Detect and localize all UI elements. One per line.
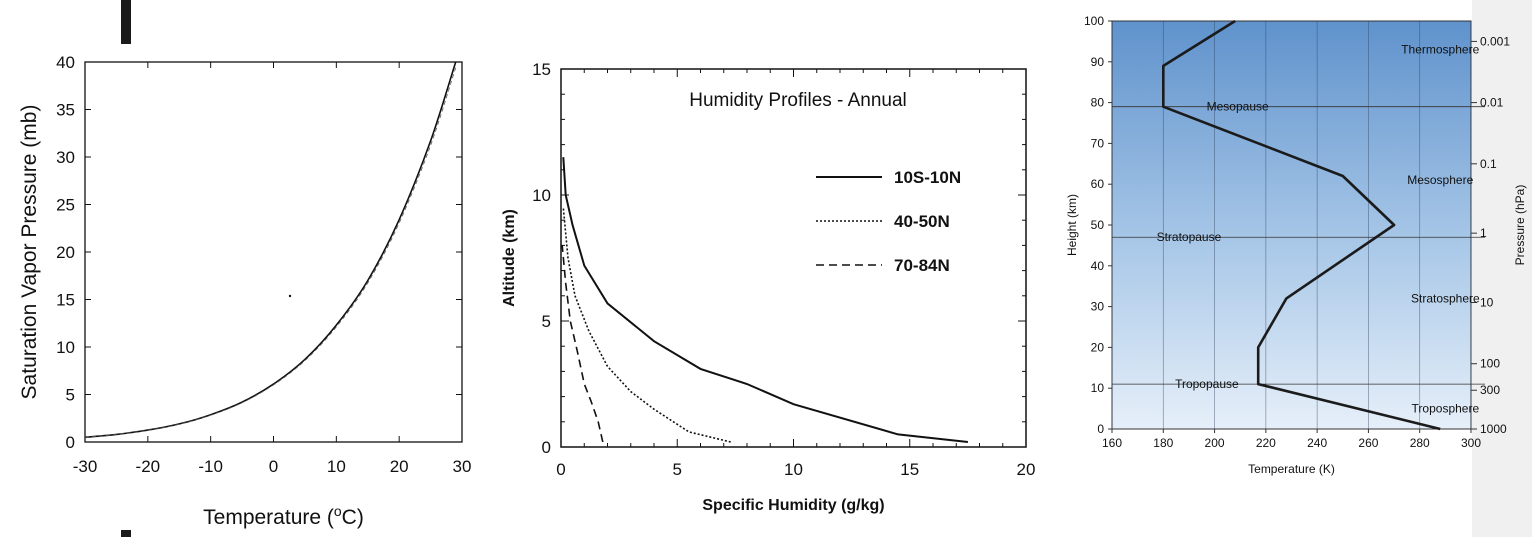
- pressure-tick-label: 0.1: [1480, 157, 1497, 171]
- x-axis-label: Temperature (K): [1248, 462, 1335, 476]
- x-tick-label: 10: [784, 460, 803, 479]
- pause-label-mesopause: Mesopause: [1207, 100, 1269, 114]
- y-axis-label-right: Pressure (hPa): [1513, 185, 1527, 266]
- y-tick-label: 15: [56, 291, 75, 310]
- x-tick-label: 200: [1205, 436, 1225, 450]
- y-tick-label: 20: [56, 243, 75, 262]
- x-tick-label: 15: [900, 460, 919, 479]
- legend-label-10S-10N: 10S-10N: [894, 168, 961, 187]
- y-tick-label: 70: [1091, 136, 1105, 150]
- y-tick-label: 5: [66, 386, 75, 405]
- temperature-profile-line: [1162, 19, 1441, 431]
- y-tick-label: 35: [56, 101, 75, 120]
- y-tick-label: 15: [532, 60, 551, 79]
- humidity-profiles-chart: 0 5 10 15 20 0 5 10 15 Humidity Profiles - Annual…: [501, 60, 1036, 514]
- x-tick-label: 0: [556, 460, 565, 479]
- x-tick-label: 5: [673, 460, 682, 479]
- y-tick-label: 30: [56, 148, 75, 167]
- y-tick-label: 100: [1084, 14, 1104, 28]
- x-tick-label: 10: [327, 457, 346, 476]
- y-tick-label: 40: [56, 53, 75, 72]
- x-tick-label: 0: [269, 457, 278, 476]
- x-tick-label: 20: [1017, 460, 1036, 479]
- y-tick-label: 10: [1091, 381, 1105, 395]
- x-tick-label: 300: [1461, 436, 1481, 450]
- y-tick-label: 20: [1091, 340, 1105, 354]
- y-tick-label: 90: [1091, 55, 1105, 69]
- y-tick-label: 80: [1091, 96, 1105, 110]
- pause-label-tropopause: Tropopause: [1175, 377, 1239, 391]
- y-tick-label: 5: [542, 312, 551, 331]
- x-tick-label: 240: [1307, 436, 1327, 450]
- y-tick-label: 40: [1091, 259, 1105, 273]
- pressure-tick-label: 300: [1480, 383, 1500, 397]
- y-tick-label: 10: [56, 338, 75, 357]
- y-tick-label: 25: [56, 196, 75, 215]
- plot-background: [1111, 20, 1472, 430]
- y-tick-label: 30: [1091, 300, 1105, 314]
- x-tick-label: -10: [198, 457, 223, 476]
- series-40-50N-line: [562, 207, 731, 443]
- x-tick-label: 260: [1358, 436, 1378, 450]
- pressure-tick-label: 1: [1480, 226, 1487, 240]
- series-10S-10N-line: [562, 157, 969, 443]
- stray-dot: [288, 294, 292, 298]
- y-tick-label: 10: [532, 186, 551, 205]
- x-tick-label: 180: [1153, 436, 1173, 450]
- x-tick-label: 280: [1410, 436, 1430, 450]
- y-tick-label: 50: [1091, 218, 1105, 232]
- layer-label-troposphere: Troposphere: [1412, 402, 1480, 416]
- x-tick-label: -20: [136, 457, 161, 476]
- decorative-bar-bottom: [121, 530, 131, 537]
- x-axis-label: Temperature (oC): [203, 503, 364, 529]
- series-70-84N-line: [561, 245, 604, 443]
- layer-label-thermosphere: Thermosphere: [1401, 43, 1479, 57]
- y-axis-label: Height (km): [1065, 194, 1079, 256]
- x-axis-label: Specific Humidity (g/kg): [702, 497, 884, 514]
- vapor-pressure-chart: -30 -20 -10 0 10 20 30 0 5 10 15 20 25 30 35 40 Temperat…: [18, 53, 472, 529]
- x-tick-label: 160: [1102, 436, 1122, 450]
- legend-label-70-84N: 70-84N: [894, 256, 950, 275]
- y-tick-label: 0: [542, 438, 551, 457]
- layer-label-stratosphere: Stratosphere: [1411, 291, 1480, 305]
- pressure-tick-label: 1000: [1480, 422, 1507, 436]
- y-tick-label: 0: [66, 433, 75, 452]
- pause-label-stratopause: Stratopause: [1157, 230, 1222, 244]
- y-tick-label: 60: [1091, 177, 1105, 191]
- pressure-tick-label: 0.001: [1480, 34, 1510, 48]
- decorative-bar-top: [121, 0, 131, 44]
- x-tick-label: 20: [390, 457, 409, 476]
- x-tick-label: 220: [1256, 436, 1276, 450]
- y-axis-label: Saturation Vapor Pressure (mb): [18, 105, 41, 400]
- legend-label-40-50N: 40-50N: [894, 212, 950, 231]
- layer-label-mesosphere: Mesosphere: [1407, 173, 1473, 187]
- y-tick-label: 0: [1097, 422, 1104, 436]
- pressure-tick-label: 100: [1480, 357, 1500, 371]
- x-tick-label: 30: [453, 457, 472, 476]
- y-axis-label: Altitude (km): [501, 209, 518, 307]
- x-tick-label: -30: [73, 457, 98, 476]
- pressure-tick-label: 10: [1480, 296, 1494, 310]
- atmosphere-temperature-chart: 160 180 200 220 240 260 280 300 0 10 20 30 40 50 60 70 8…: [1065, 14, 1527, 476]
- chart-title: Humidity Profiles - Annual: [689, 90, 907, 111]
- plot-frame: [560, 68, 1027, 448]
- vapor-pressure-curve: [84, 61, 457, 439]
- right-edge-strip: [1472, 0, 1532, 537]
- vapor-pressure-curve-ice: [84, 67, 457, 438]
- pressure-tick-label: 0.01: [1480, 96, 1504, 110]
